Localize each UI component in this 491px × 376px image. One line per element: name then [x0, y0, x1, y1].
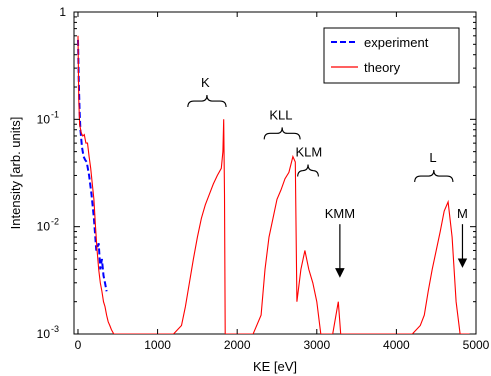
y-tick-label: 1 — [59, 5, 66, 19]
x-tick-label: 2000 — [224, 338, 251, 352]
legend-theory-label: theory — [364, 60, 401, 75]
annotation-k-label: K — [201, 75, 210, 90]
annotation-klm-label: KLM — [295, 145, 322, 160]
x-tick-label: 5000 — [463, 338, 490, 352]
series-theory-line — [77, 35, 470, 334]
x-tick-label: 4000 — [383, 338, 410, 352]
x-axis-label: KE [eV] — [253, 359, 297, 374]
y-axis-label: Intensity [arb. units] — [8, 117, 23, 230]
legend: experiment theory — [323, 27, 460, 84]
y-tick-exponent: -3 — [51, 324, 59, 334]
annotation-layer: K KLL KLM KMM L M — [187, 75, 468, 278]
annotation-kmm-label: KMM — [325, 206, 355, 221]
legend-box — [323, 27, 460, 84]
x-tick-label: 3000 — [303, 338, 330, 352]
annotation-l-label: L — [429, 150, 436, 165]
x-tick-label: 1000 — [144, 338, 171, 352]
x-tick-label: 0 — [75, 338, 82, 352]
annotation-k-brace — [187, 95, 227, 108]
y-tick-exponent: -2 — [51, 217, 59, 227]
y-tick-label: 10 — [37, 220, 51, 234]
y-tick-label: 10 — [37, 112, 51, 126]
y-tick-exponent: -1 — [51, 109, 59, 119]
annotation-m-label: M — [457, 206, 468, 221]
legend-experiment-label: experiment — [364, 35, 429, 50]
annotation-l-brace — [414, 170, 454, 183]
y-tick-label: 10 — [37, 327, 51, 341]
annotation-kll-label: KLL — [269, 107, 292, 122]
series-layer — [77, 35, 470, 334]
